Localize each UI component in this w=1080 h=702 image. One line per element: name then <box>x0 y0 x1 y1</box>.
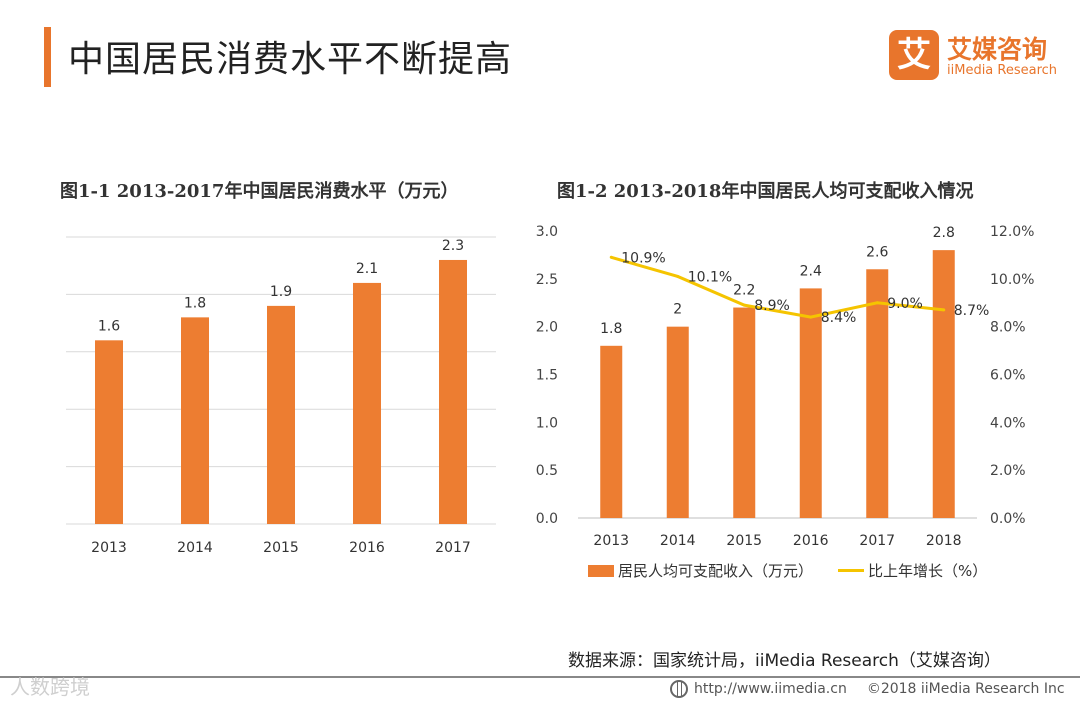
logo-name-en: iiMedia Research <box>947 63 1058 78</box>
bar-data-label: 2 <box>673 302 682 318</box>
growth-point <box>942 308 946 312</box>
growth-point <box>609 255 613 259</box>
x-tick-label: 2017 <box>859 533 895 549</box>
bar-data-label: 1.8 <box>600 321 622 337</box>
logo-mark: 艾 <box>889 30 939 80</box>
data-label: 1.6 <box>98 318 120 334</box>
y-tick-label-right: 0.0% <box>990 511 1026 527</box>
bar <box>95 340 123 524</box>
growth-point <box>875 301 879 305</box>
y-tick-label-left: 1.0 <box>536 415 558 431</box>
bar <box>666 326 689 518</box>
bar <box>799 288 822 518</box>
data-label: 1.9 <box>270 284 292 300</box>
bar-data-label: 2.4 <box>800 263 822 279</box>
bar <box>932 250 955 518</box>
y-tick-label-left: 2.0 <box>536 320 558 336</box>
x-tick-label: 2013 <box>593 533 629 549</box>
growth-data-label: 9.0% <box>887 296 923 312</box>
x-tick-label: 2017 <box>435 540 471 556</box>
logo-name-cn: 艾媒咨询 <box>947 35 1048 64</box>
data-label: 1.8 <box>184 295 206 311</box>
consumption-bar-chart: 1.6 2013 1.8 2014 1.9 2015 2.1 2016 2.3 2017 <box>66 236 496 556</box>
data-label: 2.1 <box>356 261 378 277</box>
legend-label-growth: 比上年增长（%） <box>868 562 988 580</box>
y-tick-label-left: 0.5 <box>536 463 558 479</box>
bar <box>267 305 295 524</box>
data-label: 2.3 <box>442 238 464 254</box>
x-tick-label: 2016 <box>349 540 385 556</box>
x-tick-label: 2018 <box>926 533 962 549</box>
footer-url[interactable]: http://www.iimedia.cn <box>694 681 847 697</box>
chart1-title: 图1-1 2013-2017年中国居民消费水平（万元） <box>60 181 459 202</box>
bar-data-label: 2.6 <box>866 244 888 260</box>
footer-info: http://www.iimedia.cn ©2018 iiMedia Rese… <box>670 680 1065 698</box>
bar <box>439 259 467 524</box>
income-combo-chart: 0.0 0.5 1.0 1.5 2.0 2.5 3.0 0.0% 2.0% 4.0% 6.0% 8.0… <box>536 224 1035 549</box>
x-tick-label: 2015 <box>263 540 299 556</box>
x-tick-label: 2014 <box>660 533 696 549</box>
y-tick-label-right: 2.0% <box>990 463 1026 479</box>
footer-divider <box>0 676 1080 678</box>
y-tick-label-right: 12.0% <box>990 224 1034 240</box>
data-source-note: 数据来源：国家统计局，iiMedia Research（艾媒咨询） <box>568 651 1001 671</box>
x-tick-label: 2013 <box>91 540 127 556</box>
legend-line-swatch <box>838 569 864 572</box>
growth-data-label: 10.9% <box>621 250 665 266</box>
bar <box>181 317 209 524</box>
x-tick-label: 2015 <box>726 533 762 549</box>
growth-point <box>742 303 746 307</box>
bar-data-label: 2.2 <box>733 283 755 299</box>
globe-icon <box>670 680 688 698</box>
growth-point <box>809 315 813 319</box>
page-title: 中国居民消费水平不断提高 <box>68 39 513 80</box>
y-tick-label-left: 3.0 <box>536 224 558 240</box>
bar-data-label: 2.8 <box>933 225 955 241</box>
growth-data-label: 10.1% <box>688 269 732 285</box>
y-tick-label-right: 6.0% <box>990 368 1026 384</box>
growth-line <box>610 255 944 319</box>
legend-item-growth: 比上年增长（%） <box>838 560 987 581</box>
growth-data-label: 8.7% <box>954 303 990 319</box>
bar <box>353 282 381 524</box>
x-tick-label: 2014 <box>177 540 213 556</box>
y-tick-label-right: 8.0% <box>990 320 1026 336</box>
title-accent-bar <box>44 27 51 87</box>
x-tick-label: 2016 <box>793 533 829 549</box>
footer-copyright: ©2018 iiMedia Research Inc <box>866 681 1065 697</box>
growth-point <box>676 274 680 278</box>
y-tick-label-left: 2.5 <box>536 272 558 288</box>
legend-item-income: 居民人均可支配收入（万元） <box>588 560 813 581</box>
bar <box>733 307 756 518</box>
bar <box>866 269 889 518</box>
legend-bar-swatch <box>588 564 614 577</box>
y-tick-label-right: 10.0% <box>990 272 1034 288</box>
watermark: 人数跨境 <box>10 675 90 699</box>
y-tick-label-right: 4.0% <box>990 415 1026 431</box>
bar <box>600 345 623 518</box>
y-tick-label-left: 0.0 <box>536 511 558 527</box>
chart2-title: 图1-2 2013-2018年中国居民人均可支配收入情况 <box>557 181 974 202</box>
growth-data-label: 8.9% <box>754 298 790 314</box>
growth-data-label: 8.4% <box>821 310 857 326</box>
y-tick-label-left: 1.5 <box>536 368 558 384</box>
legend-label-income: 居民人均可支配收入（万元） <box>618 562 814 580</box>
brand-logo: 艾 艾媒咨询 iiMedia Research <box>889 30 1059 82</box>
